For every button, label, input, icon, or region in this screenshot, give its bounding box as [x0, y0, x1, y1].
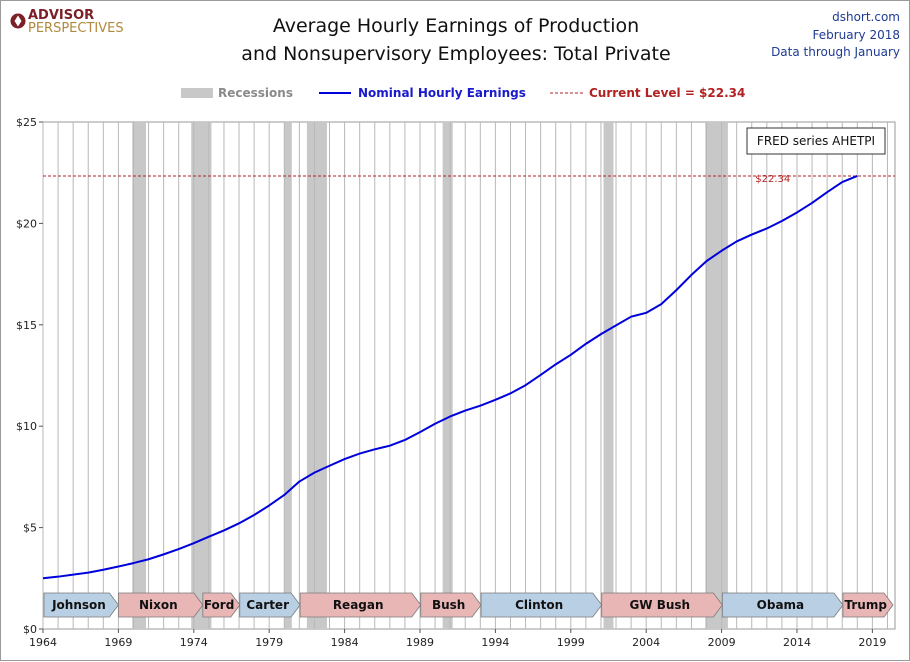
source-date: February 2018 [812, 28, 900, 42]
current-level: $22.34 [43, 174, 895, 185]
legend-series-label: Nominal Hourly Earnings [358, 86, 526, 100]
series-line [42, 175, 858, 580]
president-label: Nixon [139, 598, 178, 612]
x-tick-label: 2009 [708, 636, 736, 649]
x-tick-label: 1979 [255, 636, 283, 649]
president-term-arrow [239, 592, 301, 618]
current-level-label: $22.34 [755, 174, 790, 185]
president-label: Johnson [51, 598, 106, 612]
y-tick-label: $10 [16, 420, 37, 433]
recession-band [442, 122, 453, 629]
recession-band [705, 122, 728, 629]
x-tick-label: 1974 [180, 636, 208, 649]
fred-box-frame [746, 127, 886, 155]
vertical-grid [42, 122, 888, 629]
logo-icon-mark [14, 15, 22, 27]
legend-current-label: Current Level = $22.34 [589, 86, 745, 100]
president-term-arrow [601, 592, 723, 618]
series-layer [42, 175, 858, 580]
chart-title-line2: and Nonsupervisory Employees: Total Priv… [241, 43, 670, 65]
president-label: Carter [246, 598, 289, 612]
x-tick-label: 1994 [481, 636, 509, 649]
recession-band [603, 122, 614, 629]
president-label: GW Bush [629, 598, 690, 612]
president-term-arrow [117, 592, 204, 618]
recession-band [284, 122, 292, 629]
president-label: Reagan [333, 598, 384, 612]
recession-band [306, 122, 327, 629]
y-tick-label: $20 [16, 217, 37, 230]
president-term-arrow [480, 592, 603, 618]
source-site: dshort.com [832, 10, 900, 24]
president-term-arrow [202, 592, 241, 618]
logo-line1: ADVISOR [28, 8, 94, 23]
president-term-arrow [842, 592, 894, 618]
legend-recessions-label: Recessions [218, 86, 293, 100]
presidential-terms: Johnson Nixon Ford Carter Reagan Bush Clinton G… [43, 592, 894, 618]
y-tick-label: $5 [23, 522, 37, 535]
x-tick-label: 1989 [406, 636, 434, 649]
x-tick-label: 1964 [29, 636, 57, 649]
fred-box: FRED series AHETPI [746, 127, 886, 155]
chart-title-line1: Average Hourly Earnings of Production [273, 15, 639, 37]
advisor-logo: ADVISOR PERSPECTIVES [10, 8, 124, 36]
y-tick-label: $0 [23, 623, 37, 636]
legend-recession-swatch [181, 88, 213, 98]
recession-band [191, 122, 212, 629]
recession-band [132, 122, 146, 629]
logo-line2: PERSPECTIVES [28, 21, 124, 36]
president-label: Ford [204, 598, 234, 612]
fred-label: FRED series AHETPI [757, 134, 875, 148]
x-tick-label: 1984 [331, 636, 359, 649]
president-term-arrow [43, 592, 119, 618]
president-term-arrow [420, 592, 482, 618]
x-tick-label: 2014 [783, 636, 811, 649]
president-label: Trump [845, 598, 888, 612]
president-label: Obama [757, 598, 805, 612]
president-label: Bush [432, 598, 465, 612]
y-tick-label: $15 [16, 319, 37, 332]
x-tick-label: 2004 [632, 636, 660, 649]
source-note: Data through January [771, 45, 900, 59]
y-tick-label: $25 [16, 116, 37, 129]
president-term-arrow [299, 592, 422, 618]
legend: Recessions Nominal Hourly Earnings Curre… [181, 86, 745, 100]
x-tick-label: 2019 [858, 636, 886, 649]
x-axis: 1964 1969 1974 1979 1984 1989 1994 1999 2004 2009… [29, 629, 886, 649]
y-axis: $0 $5 $10 $15 $20 $25 [16, 116, 43, 636]
x-tick-label: 1999 [557, 636, 585, 649]
president-term-arrow [721, 592, 844, 618]
x-tick-label: 1969 [104, 636, 132, 649]
plot-area [42, 121, 896, 630]
president-label: Clinton [515, 598, 563, 612]
recession-bands [132, 122, 728, 629]
